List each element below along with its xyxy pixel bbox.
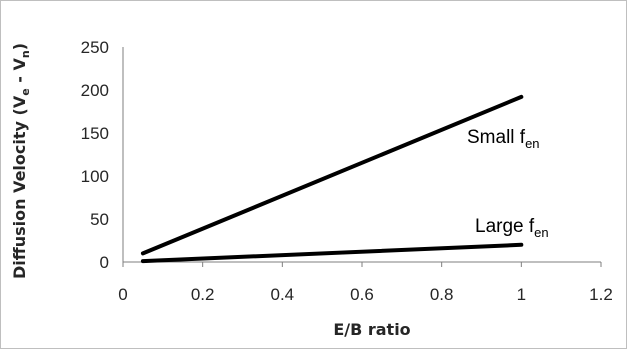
series-line-1: [140, 94, 524, 256]
y-axis-title: Diffusion Velocity (Ve - Vn): [10, 43, 32, 279]
x-tick-label: 0.6: [350, 285, 374, 304]
x-tick-label: 0.8: [430, 285, 454, 304]
x-tick-label: 1: [517, 285, 526, 304]
x-axis-title: E/B ratio: [333, 320, 410, 339]
series-line-2: [140, 242, 524, 264]
x-tick-label: 1.2: [589, 285, 613, 304]
y-tick-label: 50: [90, 210, 109, 229]
y-tick-label: 150: [81, 124, 109, 143]
x-tick-label: 0: [118, 285, 127, 304]
y-tick-label: 200: [81, 81, 109, 100]
series-label-1: Small fen: [467, 127, 540, 151]
x-tick-label: 0.4: [271, 285, 295, 304]
y-tick-label: 100: [81, 167, 109, 186]
y-tick-label: 250: [81, 38, 109, 57]
y-tick-label: 0: [100, 253, 109, 272]
x-tick-label: 0.2: [191, 285, 215, 304]
series-label-2: Large fen: [475, 216, 549, 240]
